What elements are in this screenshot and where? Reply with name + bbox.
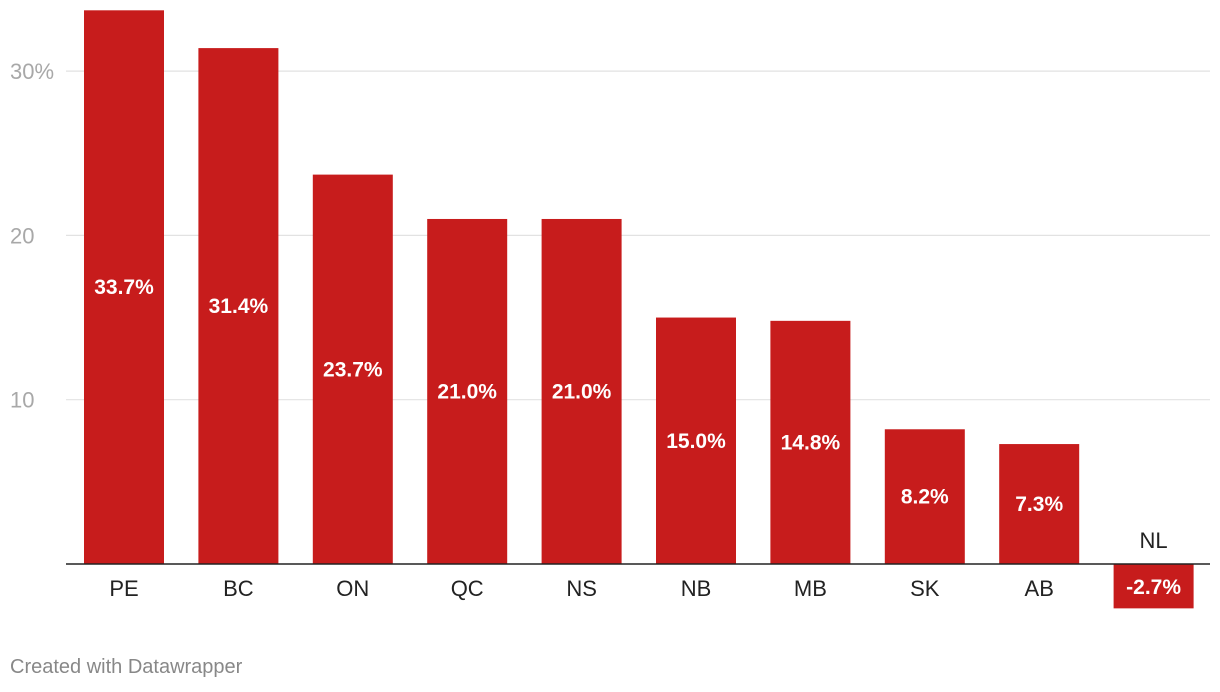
bar-value-label: 14.8% xyxy=(781,431,841,454)
bar-value-label: 31.4% xyxy=(209,295,269,318)
bar-value-label: 33.7% xyxy=(94,276,154,299)
bar-pe xyxy=(84,10,164,564)
x-tick-label: PE xyxy=(109,576,138,601)
y-tick-label: 10 xyxy=(10,388,34,413)
bar-bc xyxy=(198,48,279,564)
footer-credit: Created with Datawrapper xyxy=(10,656,243,678)
bar-value-labels: 33.7% 31.4% 23.7% 21.0% 21.0% 15.0% 14.8% 8.2% 7… xyxy=(94,276,1181,599)
bar-value-label: 21.0% xyxy=(437,380,497,403)
bar-on xyxy=(312,174,393,564)
bar-nl xyxy=(1113,564,1194,609)
x-tick-label: NS xyxy=(566,576,597,601)
bar-ns xyxy=(541,218,622,564)
bar-value-label: -2.7% xyxy=(1126,576,1181,599)
bar-value-label: 7.3% xyxy=(1015,493,1063,516)
bar-ab xyxy=(999,444,1080,564)
x-tick-label: ON xyxy=(336,576,369,601)
x-tick-label: BC xyxy=(223,576,254,601)
x-tick-label: NB xyxy=(681,576,712,601)
bar-sk xyxy=(884,429,965,564)
bar-value-label: 23.7% xyxy=(323,358,383,381)
y-tick-label: 30% xyxy=(10,59,54,84)
bar-value-label: 21.0% xyxy=(552,380,612,403)
y-tick-label: 20 xyxy=(10,223,34,248)
y-axis-tick-labels: 10 20 30% xyxy=(10,59,54,413)
bar-nb xyxy=(656,317,736,564)
bar-qc xyxy=(427,218,508,564)
bar-value-label: 15.0% xyxy=(666,430,726,453)
bar-value-label: 8.2% xyxy=(901,486,949,509)
x-tick-label: SK xyxy=(910,576,940,601)
x-tick-label: AB xyxy=(1025,576,1054,601)
x-tick-label: NL xyxy=(1140,528,1168,553)
bars xyxy=(84,10,1194,609)
x-axis-tick-labels: PE BC ON QC NS NB MB SK AB NL xyxy=(109,528,1167,601)
x-tick-label: QC xyxy=(451,576,484,601)
bar-mb xyxy=(770,320,851,564)
x-tick-label: MB xyxy=(794,576,827,601)
